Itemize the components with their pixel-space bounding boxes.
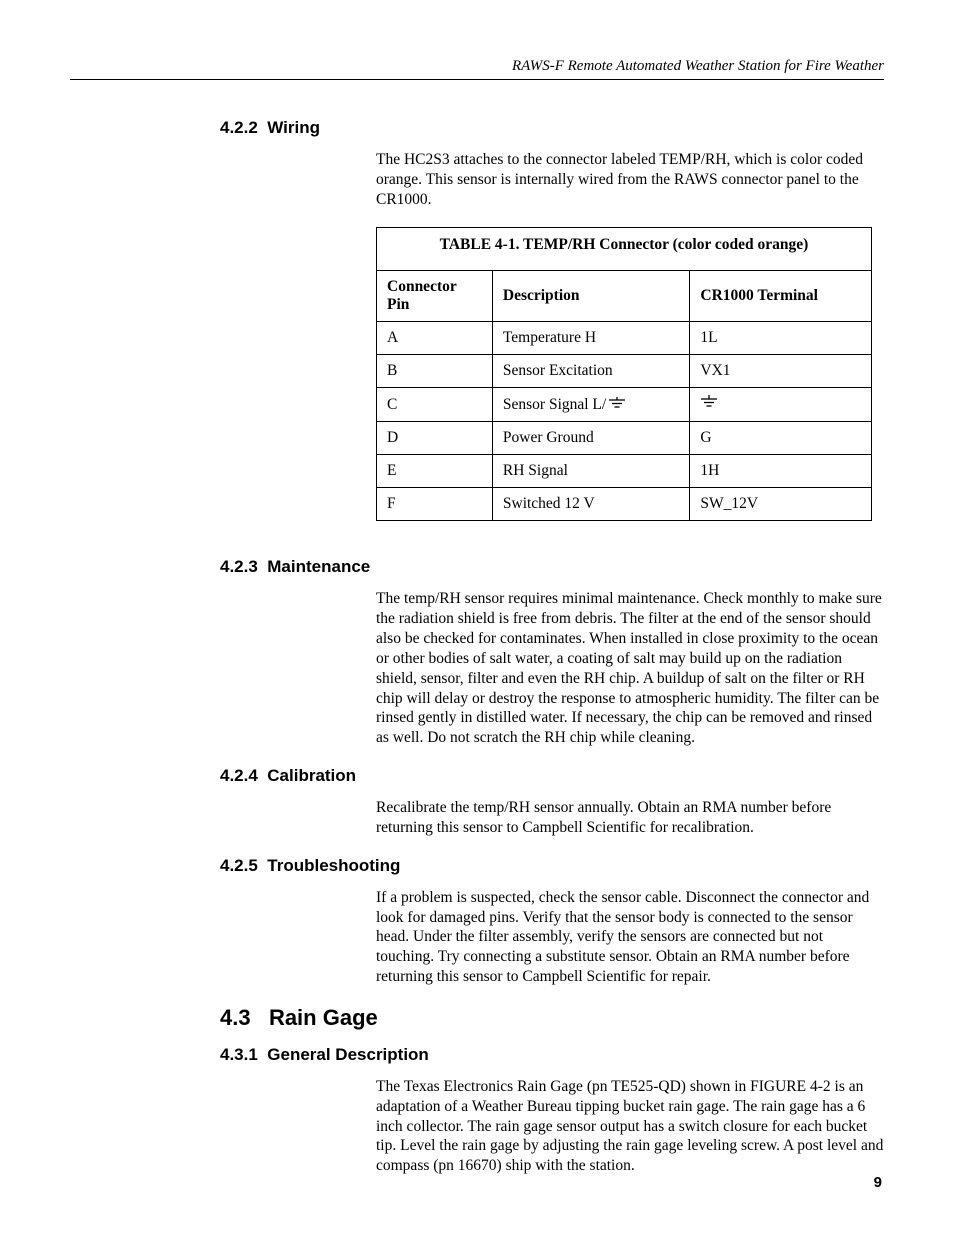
heading-number: 4.3 [220,1005,251,1030]
table-header-cell: Description [492,271,690,322]
table-cell: A [377,322,493,355]
table-cell: RH Signal [492,455,690,488]
heading-number: 4.2.5 [220,856,258,875]
table-cell [690,388,872,422]
table-cell: B [377,355,493,388]
table-header-cell: Connector Pin [377,271,493,322]
table-cell: Switched 12 V [492,488,690,521]
para-424: Recalibrate the temp/RH sensor annually.… [376,798,884,838]
para-431: The Texas Electronics Rain Gage (pn TE52… [376,1077,884,1176]
table-cell: E [377,455,493,488]
table-cell: 1L [690,322,872,355]
table-cell: C [377,388,493,422]
table-row: E RH Signal 1H [377,455,872,488]
table-cell: Power Ground [492,422,690,455]
table-cell: VX1 [690,355,872,388]
table-row: D Power Ground G [377,422,872,455]
table-header-cell: CR1000 Terminal [690,271,872,322]
table-cell: D [377,422,493,455]
table-cell: SW_12V [690,488,872,521]
heading-title: Maintenance [267,557,370,576]
table-cell: 1H [690,455,872,488]
table-row: F Switched 12 V SW_12V [377,488,872,521]
heading-43: 4.3 Rain Gage [220,1005,884,1031]
heading-423: 4.2.3 Maintenance [220,557,884,577]
para-423: The temp/RH sensor requires minimal main… [376,589,884,748]
table-row: B Sensor Excitation VX1 [377,355,872,388]
ground-icon [608,396,626,414]
table-caption: TABLE 4-1. TEMP/RH Connector (color code… [377,228,872,271]
heading-number: 4.2.2 [220,118,258,137]
heading-422: 4.2.2 Wiring [220,118,884,138]
heading-title: Wiring [267,118,320,137]
table-cell: Sensor Signal L/ [492,388,690,422]
table-cell: F [377,488,493,521]
heading-425: 4.2.5 Troubleshooting [220,856,884,876]
heading-431: 4.3.1 General Description [220,1045,884,1065]
table-cell: Sensor Excitation [492,355,690,388]
table-cell: G [690,422,872,455]
table-4-1: TABLE 4-1. TEMP/RH Connector (color code… [376,227,872,521]
para-425: If a problem is suspected, check the sen… [376,888,884,987]
running-header: RAWS-F Remote Automated Weather Station … [70,58,884,80]
heading-424: 4.2.4 Calibration [220,766,884,786]
heading-title: Calibration [267,766,356,785]
heading-title: General Description [267,1045,429,1064]
heading-number: 4.3.1 [220,1045,258,1064]
table-row: A Temperature H 1L [377,322,872,355]
cell-text: Sensor Signal L/ [503,396,606,413]
page-number: 9 [874,1174,882,1191]
table-row: C Sensor Signal L/ [377,388,872,422]
heading-title: Rain Gage [269,1005,378,1030]
table-cell: Temperature H [492,322,690,355]
ground-icon [700,396,718,413]
heading-title: Troubleshooting [267,856,400,875]
heading-number: 4.2.4 [220,766,258,785]
para-422: The HC2S3 attaches to the connector labe… [376,150,884,209]
heading-number: 4.2.3 [220,557,258,576]
